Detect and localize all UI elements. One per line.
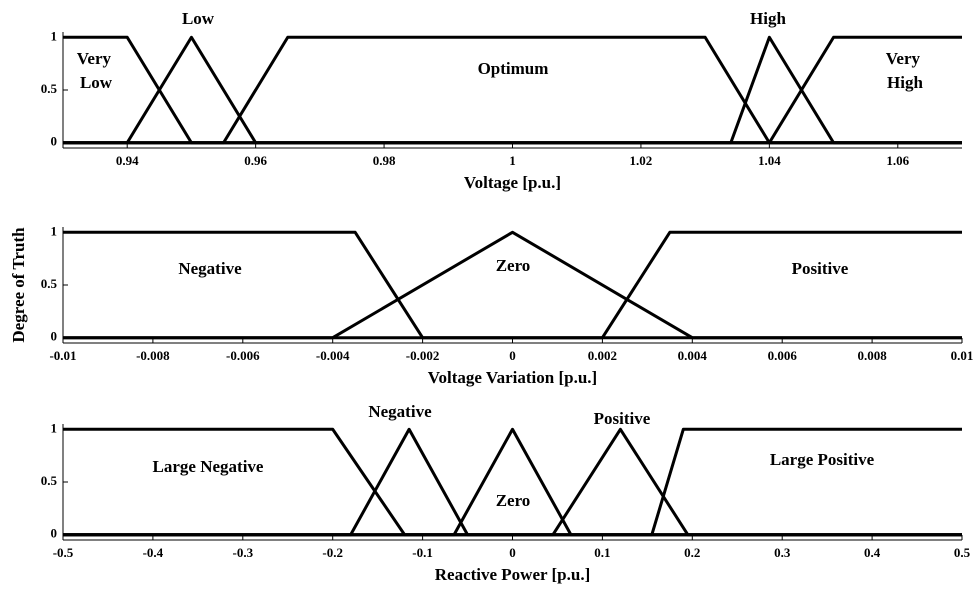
- series-label: Positive: [792, 259, 849, 278]
- series-label: Optimum: [478, 59, 549, 78]
- series-label: Very Low: [77, 49, 116, 92]
- membership-line: [63, 427, 962, 537]
- series-label: Zero: [496, 491, 531, 510]
- x-tick-label: -0.004: [316, 348, 350, 363]
- membership-line: [63, 230, 962, 340]
- x-tick-label: -0.1: [412, 545, 433, 560]
- y-tick-label: 0.5: [41, 81, 58, 96]
- series-label: Negative: [178, 259, 242, 278]
- x-tick-label: -0.3: [233, 545, 254, 560]
- x-tick-label: 0.01: [951, 348, 974, 363]
- x-tick-label: -0.2: [322, 545, 343, 560]
- x-tick-label: 0.4: [864, 545, 881, 560]
- x-tick-label: 0.2: [684, 545, 700, 560]
- x-axis-label: Voltage Variation [p.u.]: [428, 368, 597, 387]
- x-tick-label: -0.01: [49, 348, 76, 363]
- x-tick-label: 0.008: [857, 348, 887, 363]
- x-tick-label: 0: [509, 348, 516, 363]
- series-label: Positive: [594, 409, 651, 428]
- membership-line: [63, 35, 962, 145]
- series-label: Large Negative: [153, 457, 264, 476]
- membership-line: [63, 35, 962, 145]
- x-tick-label: 0.98: [373, 153, 396, 168]
- y-tick-label: 0.5: [41, 473, 58, 488]
- series-label: Negative: [368, 402, 432, 421]
- x-tick-label: 1.04: [758, 153, 781, 168]
- y-tick-label: 0: [51, 134, 58, 149]
- series-label: Zero: [496, 256, 531, 275]
- y-tick-label: 1: [51, 223, 58, 238]
- x-tick-label: 0.5: [954, 545, 971, 560]
- x-tick-label: 0.3: [774, 545, 791, 560]
- membership-line: [63, 35, 962, 145]
- x-tick-label: 1: [509, 153, 516, 168]
- membership-line: [63, 35, 962, 145]
- x-tick-label: -0.008: [136, 348, 170, 363]
- membership-line: [63, 427, 962, 537]
- x-tick-label: 0.006: [768, 348, 798, 363]
- x-tick-label: -0.006: [226, 348, 260, 363]
- membership-line: [63, 230, 962, 340]
- y-axis-label: Degree of Truth: [9, 227, 28, 343]
- series-label: Large Positive: [770, 450, 875, 469]
- membership-line: [63, 427, 962, 537]
- y-tick-label: 1: [51, 420, 58, 435]
- y-tick-label: 0.5: [41, 276, 58, 291]
- y-tick-label: 1: [51, 28, 58, 43]
- x-tick-label: -0.5: [53, 545, 74, 560]
- x-tick-label: 0.004: [678, 348, 708, 363]
- series-label: Very High: [886, 49, 925, 92]
- x-tick-label: 0.1: [594, 545, 610, 560]
- membership-line: [63, 427, 962, 537]
- membership-line: [63, 427, 962, 537]
- series-label: High: [750, 9, 786, 28]
- y-tick-label: 0: [51, 329, 58, 344]
- series-label: Low: [182, 9, 215, 28]
- x-axis-label: Reactive Power [p.u.]: [435, 565, 590, 584]
- membership-line: [63, 230, 962, 340]
- x-tick-label: 1.06: [886, 153, 909, 168]
- x-tick-label: 0: [509, 545, 516, 560]
- x-axis-label: Voltage [p.u.]: [464, 173, 561, 192]
- x-tick-label: 0.94: [116, 153, 139, 168]
- x-tick-label: -0.4: [143, 545, 164, 560]
- x-tick-label: 0.96: [244, 153, 267, 168]
- x-tick-label: -0.002: [406, 348, 440, 363]
- y-tick-label: 0: [51, 526, 58, 541]
- membership-line: [63, 35, 962, 145]
- x-tick-label: 1.02: [630, 153, 653, 168]
- x-tick-label: 0.002: [588, 348, 617, 363]
